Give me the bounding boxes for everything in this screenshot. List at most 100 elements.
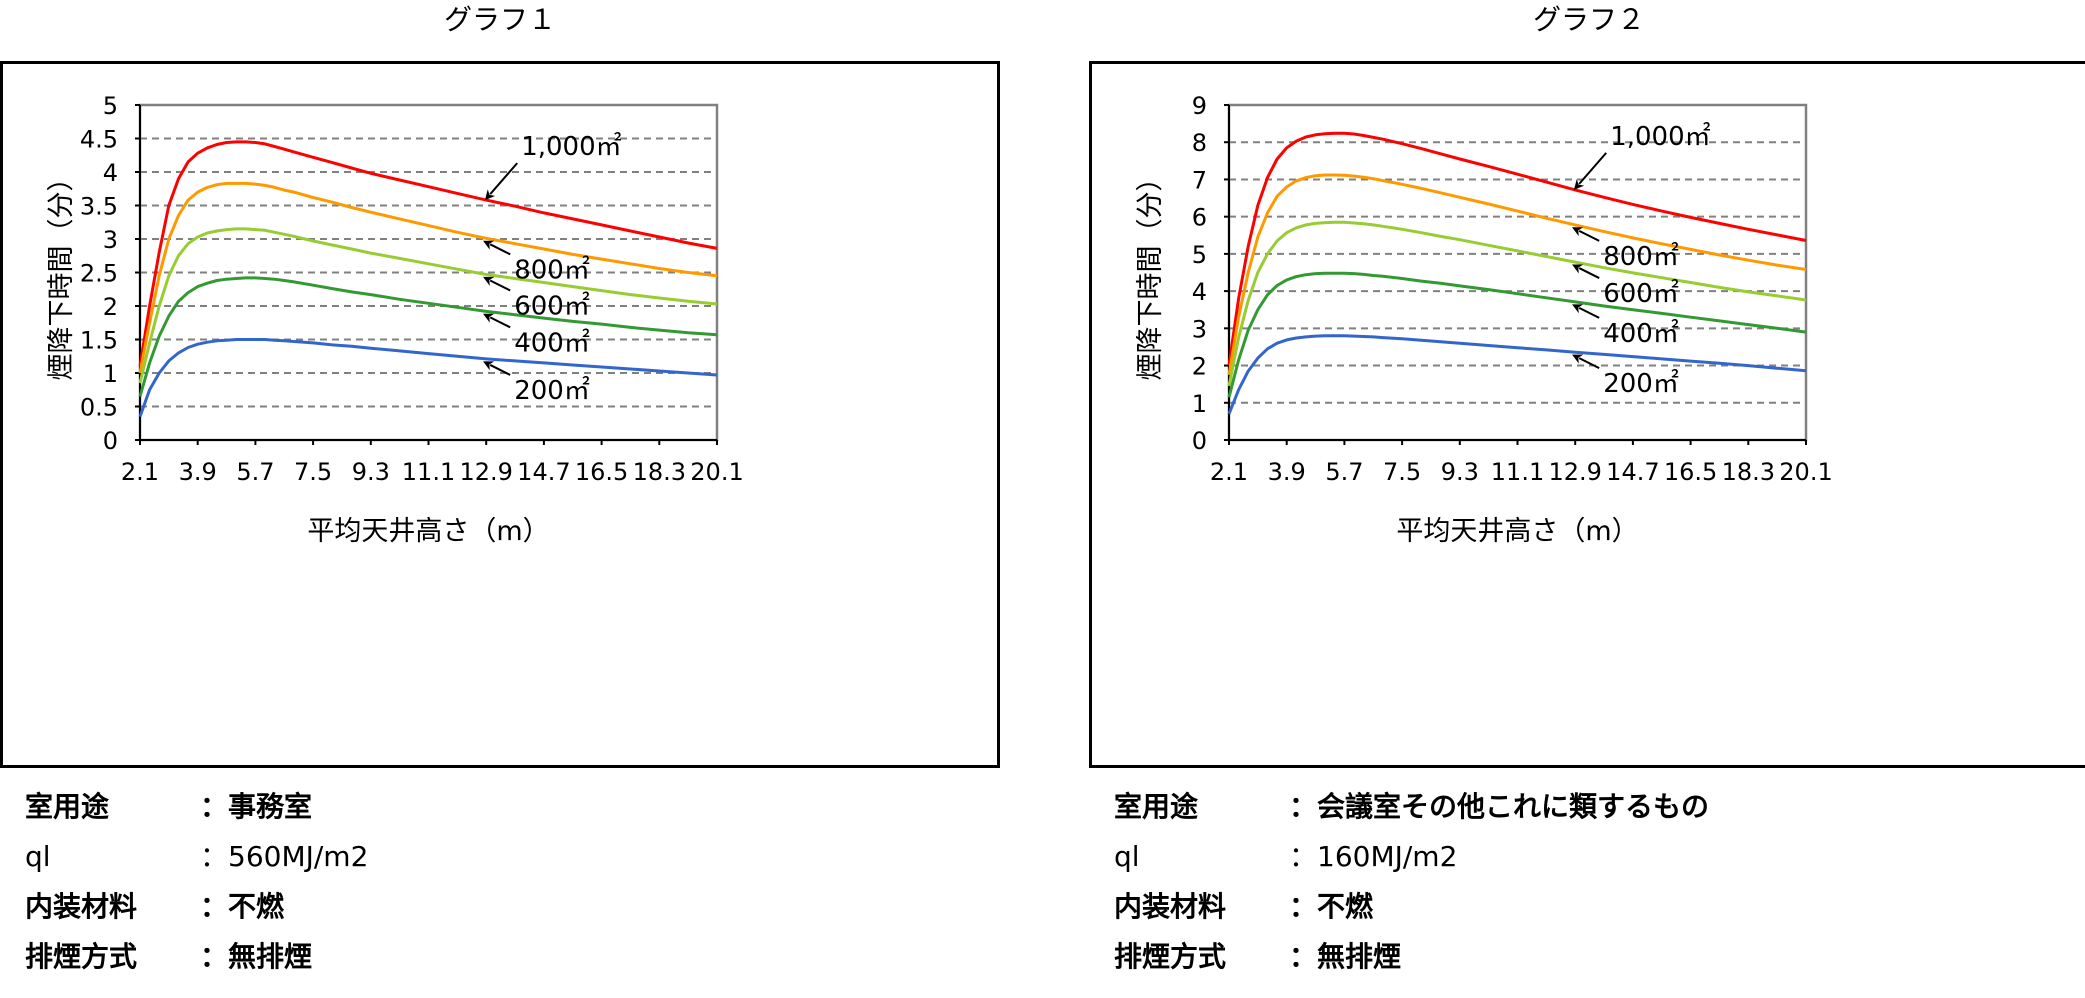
y-tick-label: 0.5: [80, 394, 118, 422]
y-tick-label: 1: [1192, 390, 1207, 418]
y-tick-label: 1: [103, 360, 118, 388]
info-row-smoke-exhaust: 排煙方式 ：無排煙: [25, 932, 985, 982]
x-tick-label: 16.5: [1664, 458, 1717, 486]
y-tick-label: 0: [1192, 427, 1207, 455]
graph-title: グラフ２: [1532, 3, 1645, 36]
info-value: ：無排煙: [200, 940, 313, 973]
x-axis-title: 平均天井高さ（m）: [307, 516, 549, 547]
info-label: 内装材料: [1114, 890, 1227, 923]
annotation-arrow: [1572, 354, 1600, 370]
series-line-200㎡: [138, 338, 718, 418]
series-line-600㎡: [1227, 220, 1807, 387]
info-value: ：不燃: [1289, 890, 1374, 923]
x-tick-label: 18.3: [1722, 458, 1775, 486]
annotation-label: 600㎡: [1603, 279, 1679, 309]
series-line-400㎡: [1227, 271, 1807, 398]
info-value: ：事務室: [200, 790, 313, 823]
x-tick-label: 7.5: [1383, 458, 1421, 486]
graph-panel-1: グラフ１ 0 0.5 1 1.5 2 2.5 3 3.5 4 4.5 5 2.1 3.9 5.7 7.5 9.…: [0, 0, 1000, 998]
x-axis-title: 平均天井高さ（m）: [1396, 516, 1638, 547]
x-tick-label: 12.9: [1548, 458, 1601, 486]
chart-frame: 0 0.5 1 1.5 2 2.5 3 3.5 4 4.5 5 2.1 3.9 5.7 7.5 9.3 11.1…: [0, 61, 1000, 768]
info-label: ql: [25, 840, 51, 873]
series-line-1,000㎡: [138, 140, 718, 367]
annotation-arrow: [1572, 227, 1600, 242]
annotation-label: 200㎡: [514, 376, 590, 406]
info-label: 室用途: [1114, 790, 1199, 823]
x-tick-label: 11.1: [1491, 458, 1544, 486]
info-row-room-use: 室用途 ：会議室その他これに類するもの: [1114, 782, 2074, 832]
annotation-arrow: [483, 240, 511, 256]
info-row-ql: ql ：160MJ/m2: [1114, 832, 2074, 882]
x-tick-label: 2.1: [121, 458, 159, 486]
series-line-400㎡: [138, 276, 718, 397]
y-tick-label: 3: [103, 226, 118, 254]
annotation-arrow: [484, 162, 518, 201]
annotation-arrow: [1573, 152, 1607, 190]
line-chart-2: 0 1 2 3 4 5 6 7 8 9 2.1 3.9 5.7 7.5 9.3 11.1 12.9 14.7 16.…: [1135, 92, 1833, 547]
info-row-interior-material: 内装材料 ：不燃: [1114, 882, 2074, 932]
info-label: 内装材料: [25, 890, 138, 923]
room-info-table: 室用途 ：会議室その他これに類するもの ql ：160MJ/m2 内装材料 ：不…: [1114, 782, 2074, 982]
info-label: ql: [1114, 840, 1140, 873]
y-tick-label: 1.5: [80, 327, 118, 355]
info-label: 排煙方式: [1114, 940, 1227, 973]
x-tick-label: 16.5: [575, 458, 628, 486]
y-tick-label: 4: [103, 159, 118, 187]
y-tick-label: 2: [103, 293, 118, 321]
x-tick-label: 5.7: [1325, 458, 1363, 486]
line-chart-1: 0 0.5 1 1.5 2 2.5 3 3.5 4 4.5 5 2.1 3.9 5.7 7.5 9.3 11.1…: [46, 92, 744, 547]
annotation-arrow: [1572, 304, 1600, 319]
x-tick-label: 7.5: [294, 458, 332, 486]
info-row-room-use: 室用途 ：事務室: [25, 782, 985, 832]
info-label: 排煙方式: [25, 940, 138, 973]
series-line-200㎡: [1227, 334, 1807, 415]
x-tick-label: 9.3: [1441, 458, 1479, 486]
annotation-arrow: [483, 361, 511, 376]
y-tick-label: 2: [1192, 353, 1207, 381]
y-tick-label: 5: [1192, 241, 1207, 269]
x-tick-label: 11.1: [402, 458, 455, 486]
y-tick-label: 9: [1192, 92, 1207, 120]
x-tick-label: 9.3: [352, 458, 390, 486]
info-value: ：不燃: [200, 890, 285, 923]
annotation-label: 600㎡: [514, 292, 590, 322]
info-label: 室用途: [25, 790, 110, 823]
x-tick-label: 3.9: [179, 458, 217, 486]
x-tick-label: 14.7: [517, 458, 570, 486]
y-tick-label: 2.5: [80, 260, 118, 288]
y-axis-title: 煙降下時間（分）: [1135, 165, 1166, 381]
info-row-ql: ql ：560MJ/m2: [25, 832, 985, 882]
y-tick-label: 8: [1192, 129, 1207, 157]
series-line-800㎡: [1227, 173, 1807, 376]
y-tick-label: 3.5: [80, 193, 118, 221]
x-tick-label: 5.7: [236, 458, 274, 486]
annotation-label: 800㎡: [1603, 242, 1679, 272]
annotation-label: 400㎡: [1603, 319, 1679, 349]
info-value: ：160MJ/m2: [1289, 840, 1458, 873]
y-tick-label: 5: [103, 92, 118, 120]
info-value: ：無排煙: [1289, 940, 1402, 973]
y-tick-label: 0: [103, 427, 118, 455]
annotation-label: 1,000㎡: [521, 132, 621, 162]
series-line-800㎡: [138, 181, 718, 374]
x-tick-label: 20.1: [1779, 458, 1832, 486]
x-tick-label: 3.9: [1268, 458, 1306, 486]
graph-title: グラフ１: [443, 3, 556, 36]
x-tick-label: 20.1: [690, 458, 743, 486]
x-tick-label: 2.1: [1210, 458, 1248, 486]
annotation-label: 1,000㎡: [1610, 122, 1710, 152]
y-tick-label: 3: [1192, 315, 1207, 343]
info-row-smoke-exhaust: 排煙方式 ：無排煙: [1114, 932, 2074, 982]
x-tick-label: 18.3: [633, 458, 686, 486]
x-tick-label: 12.9: [459, 458, 512, 486]
info-value: ：560MJ/m2: [200, 840, 369, 873]
y-tick-label: 7: [1192, 166, 1207, 194]
annotation-arrow: [483, 276, 511, 292]
graph-panel-2: グラフ２ 0 1 2 3 4 5 6 7 8 9 2.1 3.9 5.7 7.5 9.3 11.1 12.9 14…: [1089, 0, 2085, 998]
annotation-label: 800㎡: [514, 255, 590, 285]
y-tick-label: 6: [1192, 204, 1207, 232]
series-line-600㎡: [138, 227, 718, 384]
annotation-label: 200㎡: [1603, 369, 1679, 399]
y-tick-label: 4: [1192, 278, 1207, 306]
